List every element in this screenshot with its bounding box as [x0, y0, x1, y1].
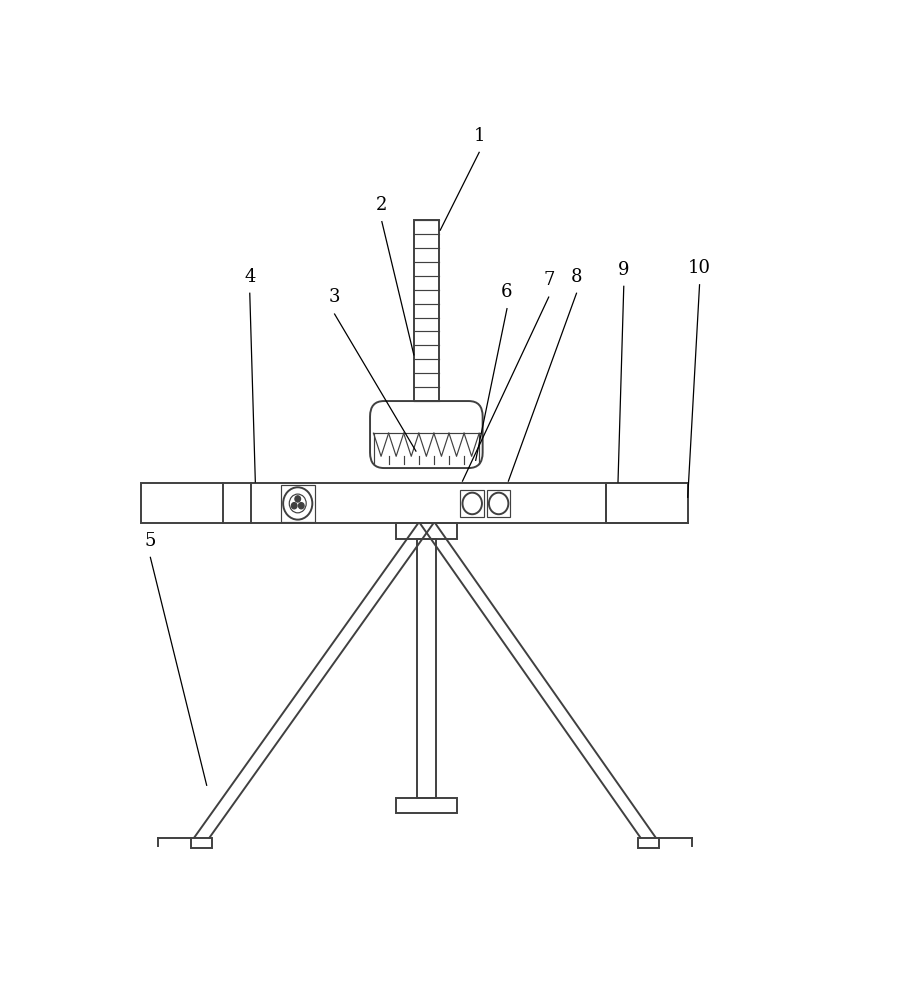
- Bar: [605, 483, 688, 523]
- Circle shape: [295, 496, 300, 502]
- Text: 8: 8: [570, 268, 582, 286]
- Text: 10: 10: [688, 259, 711, 277]
- Text: 3: 3: [329, 288, 340, 306]
- Text: 4: 4: [244, 268, 256, 286]
- Bar: [142, 483, 223, 523]
- Text: 1: 1: [474, 127, 485, 145]
- Text: 2: 2: [376, 196, 388, 214]
- Bar: [414, 220, 439, 401]
- Bar: [191, 838, 213, 848]
- Circle shape: [283, 487, 312, 520]
- Bar: [416, 539, 436, 798]
- Bar: [281, 485, 315, 522]
- Circle shape: [299, 503, 304, 509]
- Circle shape: [489, 493, 509, 514]
- Text: 5: 5: [144, 532, 156, 550]
- Circle shape: [292, 503, 297, 509]
- Text: 9: 9: [618, 261, 630, 279]
- Bar: [396, 523, 457, 539]
- Text: 6: 6: [501, 283, 513, 301]
- Circle shape: [289, 494, 306, 513]
- Bar: [638, 838, 658, 848]
- Bar: [487, 490, 510, 517]
- Bar: [460, 490, 484, 517]
- Circle shape: [463, 493, 482, 514]
- Bar: [396, 798, 457, 813]
- Bar: [251, 483, 605, 523]
- Text: 7: 7: [543, 271, 554, 289]
